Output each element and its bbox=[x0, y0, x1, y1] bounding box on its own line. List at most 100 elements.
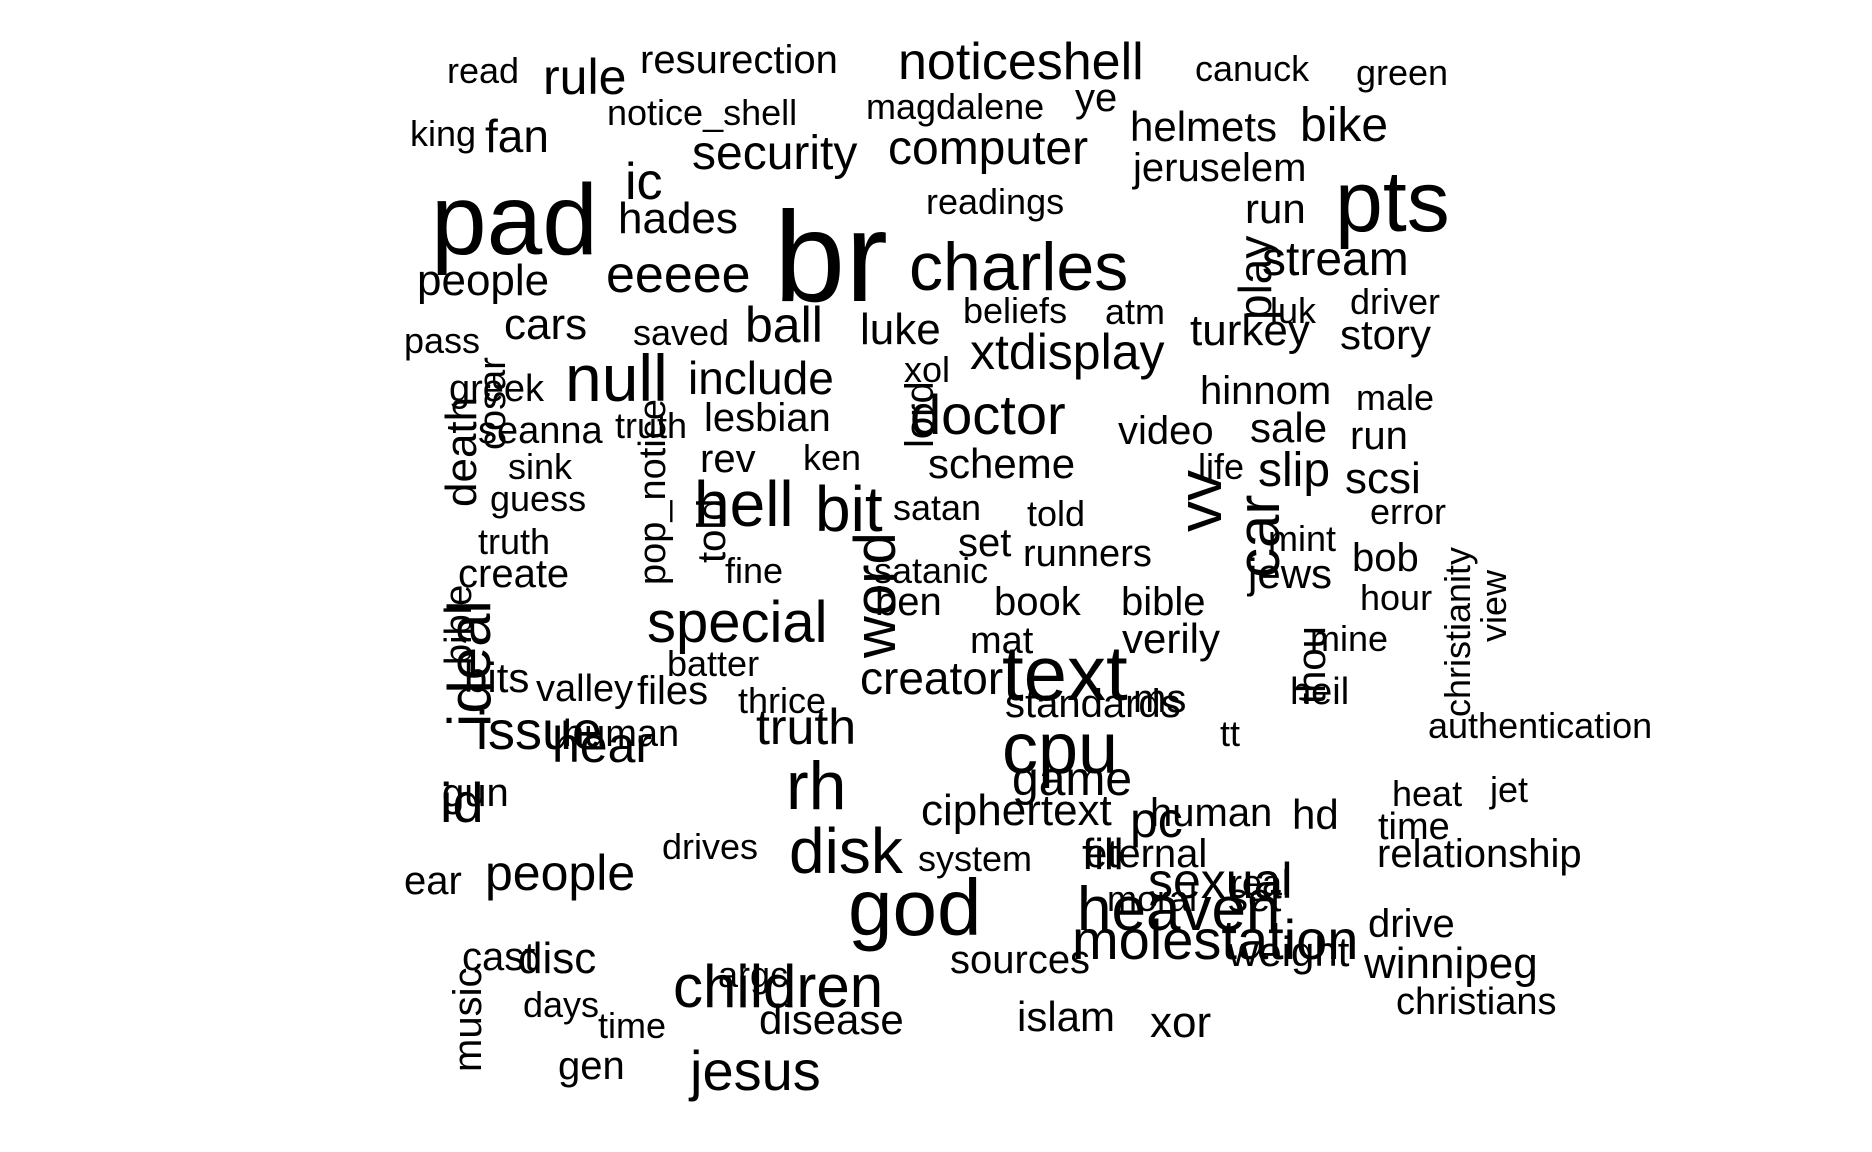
cloud-word: lesbian bbox=[704, 396, 831, 440]
cloud-word: hinnom bbox=[1200, 369, 1332, 413]
cloud-word: time bbox=[1378, 806, 1450, 848]
cloud-word: rule bbox=[543, 49, 627, 105]
cloud-word: game bbox=[1012, 753, 1133, 806]
cloud-word: weight bbox=[1228, 928, 1350, 975]
cloud-word: hell bbox=[694, 468, 794, 540]
cloud-word: saved bbox=[633, 312, 730, 353]
cloud-word: beliefs bbox=[963, 290, 1068, 331]
cloud-word: computer bbox=[888, 122, 1089, 175]
cloud-word: truth bbox=[756, 699, 857, 755]
cloud-word: special bbox=[647, 590, 828, 655]
cloud-word: life bbox=[1198, 446, 1245, 487]
cloud-word: ic bbox=[625, 153, 663, 211]
cloud-word: read bbox=[447, 50, 520, 91]
cloud-word: sources bbox=[950, 938, 1091, 982]
cloud-word: br bbox=[774, 186, 888, 329]
cloud-word: sale bbox=[1250, 404, 1328, 451]
cloud-word: bible bbox=[1121, 580, 1206, 624]
cloud-word: seanna bbox=[478, 410, 603, 452]
cloud-word: pad bbox=[431, 164, 598, 276]
cloud-word: charles bbox=[909, 229, 1129, 305]
cloud-word: helmets bbox=[1130, 103, 1278, 150]
cloud-word: christianity bbox=[1437, 546, 1478, 717]
cloud-word: runners bbox=[1023, 533, 1152, 575]
cloud-word: slip bbox=[1258, 444, 1331, 497]
cloud-word: king bbox=[410, 113, 477, 154]
cloud-word: green bbox=[1356, 52, 1449, 93]
cloud-word: islam bbox=[1017, 993, 1116, 1040]
cloud-word: hades bbox=[618, 194, 738, 243]
cloud-word: resurection bbox=[640, 38, 838, 82]
cloud-word: video bbox=[1118, 409, 1214, 453]
cloud-word: luk bbox=[1270, 290, 1317, 331]
cloud-word: create bbox=[458, 552, 570, 596]
cloud-word: driver bbox=[1350, 281, 1441, 322]
cloud-word: tt bbox=[1220, 713, 1241, 754]
cloud-word: disease bbox=[759, 996, 904, 1043]
cloud-word: cpu bbox=[1002, 709, 1119, 789]
cloud-word: pass bbox=[404, 320, 481, 361]
cloud-word: gun bbox=[442, 771, 509, 815]
cloud-word: doctor bbox=[910, 383, 1066, 446]
cloud-word: fill bbox=[1082, 830, 1124, 879]
cloud-word: fine bbox=[725, 550, 784, 591]
cloud-word: run bbox=[1245, 185, 1306, 232]
cloud-word: view bbox=[1473, 569, 1514, 642]
cloud-word: system bbox=[918, 838, 1033, 879]
cloud-word: cast bbox=[462, 935, 536, 979]
cloud-word: argc bbox=[718, 954, 789, 995]
cloud-word: heaven bbox=[1077, 875, 1281, 944]
cloud-word: error bbox=[1370, 491, 1447, 532]
cloud-word: text bbox=[1002, 629, 1128, 717]
cloud-word: fan bbox=[485, 110, 549, 162]
cloud-word: satan bbox=[893, 487, 982, 528]
cloud-word: eternal bbox=[1085, 832, 1208, 876]
cloud-word: thrice bbox=[738, 680, 827, 721]
cloud-word: set bbox=[958, 521, 1012, 565]
cloud-word: null bbox=[565, 341, 668, 415]
cloud-word: drive bbox=[1368, 902, 1455, 946]
cloud-word: bike bbox=[1300, 99, 1389, 152]
cloud-word: set bbox=[1228, 876, 1282, 920]
cloud-word: ken bbox=[803, 437, 862, 478]
cloud-word: ms bbox=[1133, 677, 1187, 721]
cloud-word: luke bbox=[860, 305, 941, 354]
cloud-word: jeruselem bbox=[1133, 146, 1307, 190]
cloud-word: christians bbox=[1396, 981, 1557, 1023]
cloud-word: sexual bbox=[1148, 853, 1293, 909]
cloud-word: truth bbox=[615, 405, 688, 446]
cloud-word: notice_shell bbox=[607, 92, 798, 133]
cloud-word: disk bbox=[789, 815, 903, 887]
cloud-word: valley bbox=[536, 668, 634, 710]
cloud-word: pop_notice bbox=[632, 399, 674, 585]
cloud-word: bits bbox=[464, 654, 530, 701]
cloud-word: god bbox=[848, 863, 982, 952]
cloud-word: gen bbox=[558, 1044, 625, 1088]
cloud-word: heil bbox=[1290, 671, 1350, 713]
cloud-word: rev bbox=[700, 437, 756, 481]
cloud-word: ciphertext bbox=[921, 786, 1112, 835]
cloud-word: mint bbox=[1268, 518, 1337, 559]
cloud-word: truth bbox=[478, 521, 551, 562]
cloud-word: jet bbox=[1490, 769, 1529, 810]
cloud-word: include bbox=[688, 352, 834, 404]
cloud-word: authentication bbox=[1428, 705, 1653, 746]
cloud-word: id bbox=[440, 771, 484, 834]
cloud-word: ben bbox=[875, 580, 942, 624]
cloud-word: music bbox=[446, 967, 490, 1072]
cloud-word: standards bbox=[1005, 682, 1181, 726]
cloud-word: people bbox=[485, 845, 636, 901]
cloud-word: canuck bbox=[1195, 48, 1310, 89]
cloud-word: jesus bbox=[690, 1039, 821, 1102]
cloud-word: vv bbox=[1166, 470, 1235, 532]
cloud-word: children bbox=[673, 953, 884, 1020]
cloud-word: greek bbox=[449, 368, 545, 410]
cloud-word: days bbox=[523, 984, 600, 1025]
cloud-word: cars bbox=[504, 300, 588, 349]
cloud-word: ball bbox=[745, 297, 823, 353]
cloud-word: pts bbox=[1335, 154, 1450, 250]
cloud-word: molestation bbox=[1072, 908, 1359, 971]
cloud-word: xtdisplay bbox=[970, 324, 1165, 380]
cloud-word: pc bbox=[1130, 792, 1183, 848]
